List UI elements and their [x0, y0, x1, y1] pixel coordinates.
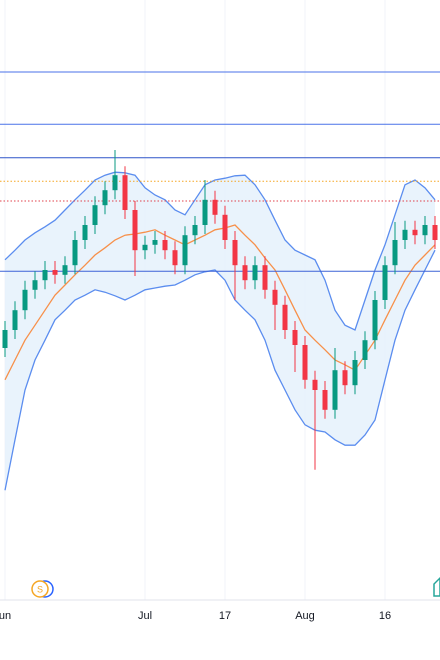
x-tick-label: Aug — [295, 610, 315, 622]
candle-body — [222, 214, 228, 240]
candle-body — [142, 244, 148, 251]
candle-body — [322, 390, 328, 410]
x-tick-label: un — [0, 610, 11, 622]
x-tick-label: Jul — [138, 610, 152, 622]
band-line — [4, 171, 436, 331]
candle-body — [102, 190, 108, 206]
candle-body — [352, 360, 358, 386]
event-badge-icon[interactable]: S — [31, 580, 54, 598]
candle-body — [172, 250, 178, 266]
candle-body — [372, 300, 378, 341]
band-fill — [5, 172, 435, 491]
candle-body — [12, 310, 18, 330]
candle-body — [92, 205, 98, 225]
x-tick-label: 17 — [219, 610, 231, 622]
house-icon[interactable] — [433, 576, 440, 597]
candle-body — [122, 175, 128, 210]
candle-body — [402, 229, 408, 240]
candle-body — [52, 270, 58, 275]
band-area — [5, 172, 435, 491]
candle-body — [362, 340, 368, 360]
candles — [2, 150, 438, 470]
candle-body — [182, 235, 188, 266]
candle-body — [422, 225, 428, 236]
candle-body — [2, 330, 8, 348]
candle-body — [152, 240, 158, 245]
candle-body — [32, 280, 38, 290]
x-tick-label: 16 — [379, 610, 391, 622]
candle-body — [192, 225, 198, 236]
candle-body — [292, 330, 298, 345]
candle-body — [332, 370, 338, 410]
candle-body — [42, 270, 48, 281]
candle-body — [242, 265, 248, 281]
candle-body — [342, 370, 348, 386]
candle-body — [62, 265, 68, 275]
x-axis: un Jul 17 Aug 16 — [0, 610, 391, 622]
candle-body — [252, 265, 258, 281]
band-line — [4, 249, 436, 491]
candle-body — [112, 175, 118, 191]
candle-body — [282, 304, 288, 330]
badge-label: S — [37, 584, 43, 594]
candle-body — [382, 265, 388, 300]
candle-body — [202, 199, 208, 225]
candle-body — [132, 210, 138, 251]
candle-body — [162, 240, 168, 251]
candle-body — [432, 225, 438, 240]
candle-body — [272, 289, 278, 305]
candle-body — [312, 379, 318, 390]
candle-body — [302, 345, 308, 380]
badge-front — [31, 580, 49, 598]
candle-body — [412, 229, 418, 236]
candle-body — [212, 199, 218, 215]
candle-body — [82, 225, 88, 240]
levels — [0, 71, 440, 272]
candle-body — [72, 240, 78, 266]
candle-body — [392, 240, 398, 266]
candle-body — [262, 265, 268, 290]
candle-body — [232, 240, 238, 266]
candle-body — [22, 289, 28, 311]
